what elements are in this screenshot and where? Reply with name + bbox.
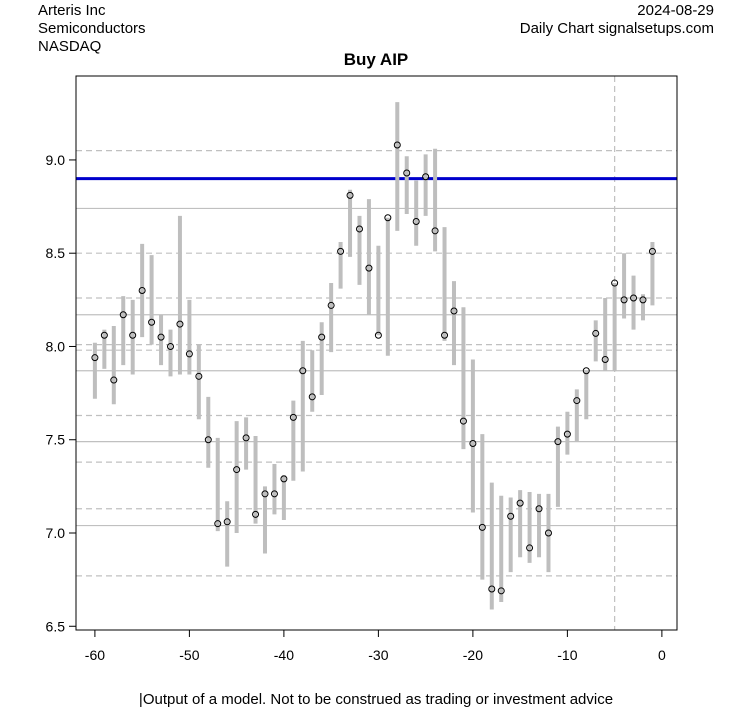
close-point [374,331,382,339]
close-point [176,320,184,328]
close-point [611,279,619,287]
chart-source: Daily Chart signalsetups.com [519,20,714,37]
close-point [308,393,316,401]
chart-title: Buy AIP [344,50,409,69]
close-point [526,544,534,552]
company-name: Arteris Inc [38,2,106,19]
close-point [261,490,269,498]
close-point [459,417,467,425]
x-tick-label: -50 [179,647,199,663]
close-point [488,585,496,593]
close-point [270,490,278,498]
disclaimer-footer: |Output of a model. Not to be construed … [139,691,613,708]
close-point [337,247,345,255]
close-point [431,227,439,235]
close-point [355,225,363,233]
close-point [129,331,137,339]
close-point [223,518,231,526]
close-point [412,217,420,225]
close-point [497,587,505,595]
close-point [166,342,174,350]
y-tick-label: 9.0 [46,152,66,168]
close-point [214,520,222,528]
close-point [318,333,326,341]
close-point [478,523,486,531]
close-point [592,329,600,337]
close-point [289,413,297,421]
close-point [365,264,373,272]
close-point [138,287,146,295]
close-point [157,333,165,341]
close-point [639,296,647,304]
x-tick-label: 0 [658,647,666,663]
x-tick-label: -40 [274,647,294,663]
close-point [148,318,156,326]
y-tick-label: 6.5 [46,618,66,634]
chart-date: 2024-08-29 [637,2,714,19]
y-tick-label: 8.0 [46,338,66,354]
close-point [185,350,193,358]
close-point [422,173,430,181]
y-tick-label: 8.5 [46,245,66,261]
close-point [516,499,524,507]
close-point [110,376,118,384]
close-point [346,191,354,199]
x-tick-label: -30 [368,647,388,663]
close-point [441,331,449,339]
close-point [601,356,609,364]
close-point [544,529,552,537]
close-point [119,311,127,319]
x-tick-label: -60 [85,647,105,663]
close-point [100,331,108,339]
close-point [233,466,241,474]
close-point [535,505,543,513]
exchange-label: NASDAQ [38,38,102,55]
close-point [507,512,515,520]
close-point [280,475,288,483]
y-tick-label: 7.0 [46,525,66,541]
close-point [242,434,250,442]
close-point [91,354,99,362]
plot-frame [75,75,678,631]
close-point [204,436,212,444]
close-point [563,430,571,438]
close-point [299,367,307,375]
close-point [195,372,203,380]
close-point [573,397,581,405]
close-point [403,169,411,177]
close-point [554,438,562,446]
close-point [469,439,477,447]
x-tick-label: -20 [463,647,483,663]
sector-label: Semiconductors [38,20,146,37]
close-point [393,141,401,149]
close-point [630,294,638,302]
y-tick-label: 7.5 [46,432,66,448]
close-point [582,367,590,375]
close-point [648,247,656,255]
close-point [327,301,335,309]
x-tick-label: -10 [557,647,577,663]
close-point [450,307,458,315]
close-point [252,510,260,518]
close-point [384,214,392,222]
close-point [620,296,628,304]
